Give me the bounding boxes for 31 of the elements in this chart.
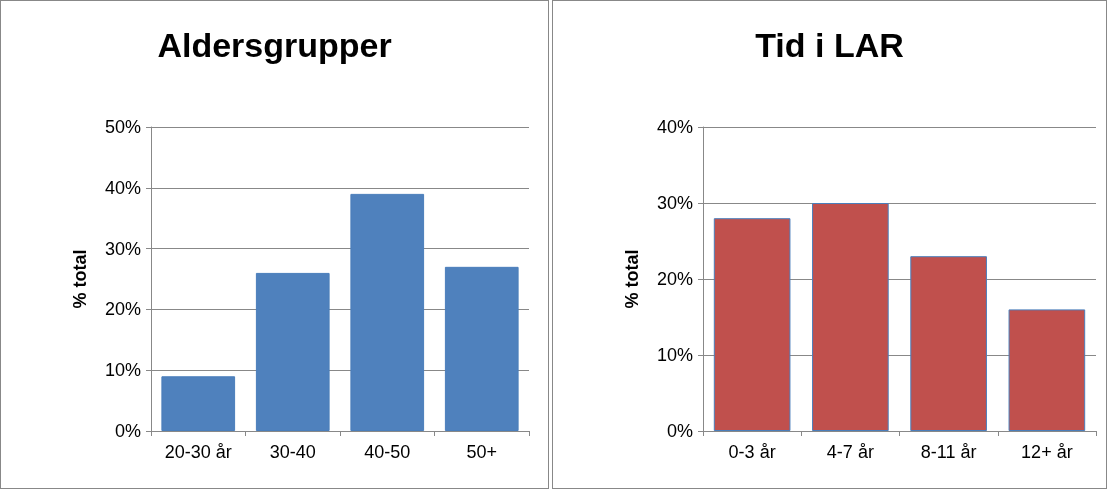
y-tick-label: 10% bbox=[104, 360, 141, 381]
bar bbox=[713, 218, 791, 431]
x-tick-label: 12+ år bbox=[1021, 442, 1073, 462]
bar bbox=[1008, 309, 1086, 431]
y-tick-label: 20% bbox=[656, 269, 693, 289]
y-axis-title: % total bbox=[622, 249, 642, 309]
chart-title: Aldersgrupper bbox=[157, 26, 392, 64]
y-tick-label: 30% bbox=[656, 193, 693, 213]
chart-title: Tid i LAR bbox=[755, 26, 904, 64]
bar bbox=[255, 272, 330, 431]
bar bbox=[161, 376, 236, 431]
y-tick-label: 0% bbox=[114, 421, 141, 441]
x-tick-label: 8-11 år bbox=[920, 442, 977, 462]
y-tick-label: 10% bbox=[656, 345, 693, 365]
x-tick-label: 0-3 år bbox=[728, 442, 776, 462]
x-tick-label: 20-30 år bbox=[164, 442, 232, 462]
y-tick-label: 30% bbox=[104, 238, 141, 259]
bar bbox=[350, 193, 425, 431]
y-tick-label: 0% bbox=[666, 421, 693, 441]
x-tick-label: 4-7 år bbox=[826, 442, 874, 462]
y-tick-label: 40% bbox=[104, 177, 141, 198]
y-tick-label: 50% bbox=[104, 117, 141, 137]
y-tick-label: 40% bbox=[656, 117, 693, 137]
x-tick-label: 30-40 bbox=[269, 442, 316, 462]
x-tick-label: 40-50 bbox=[364, 442, 411, 462]
bar bbox=[910, 256, 987, 431]
y-tick-label: 20% bbox=[104, 299, 141, 320]
x-tick-label: 50+ bbox=[466, 442, 498, 462]
bar bbox=[444, 266, 519, 431]
y-axis-title: % total bbox=[70, 249, 90, 309]
bar bbox=[812, 203, 889, 431]
